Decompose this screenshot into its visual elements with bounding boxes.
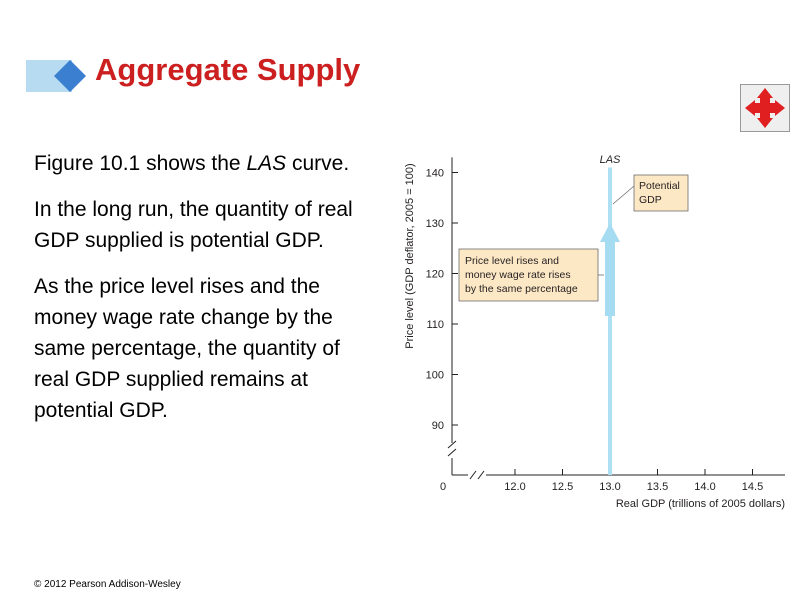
y-tick-label: 110 (426, 319, 444, 331)
x-axis-break (469, 470, 477, 480)
x-tick-label: 14.5 (742, 481, 763, 493)
y-tick-label: 90 (432, 420, 444, 432)
y-tick-label: 120 (426, 269, 444, 281)
y-axis-break (447, 440, 457, 449)
price-level-text: by the same percentage (465, 283, 578, 295)
origin-label: 0 (440, 481, 446, 493)
paragraph-3: As the price level rises and the money w… (34, 275, 340, 422)
x-tick-label: 14.0 (694, 481, 715, 493)
y-tick-label: 130 (426, 218, 444, 230)
copyright-notice: © 2012 Pearson Addison-Wesley (34, 579, 181, 590)
potential-gdp-text: GDP (639, 194, 662, 206)
x-tick-label: 13.5 (647, 481, 668, 493)
slide-body: Figure 10.1 shows the LAS curve. In the … (34, 148, 364, 441)
price-rise-arrow-shaft (605, 241, 615, 316)
x-tick-label: 12.5 (552, 481, 573, 493)
y-axis-break (447, 448, 457, 457)
paragraph-2: In the long run, the quantity of real GD… (34, 198, 353, 252)
x-axis-break (477, 470, 485, 480)
x-tick-label: 13.0 (599, 481, 620, 493)
y-tick-label: 140 (426, 168, 444, 180)
slide-title: Aggregate Supply (95, 52, 361, 87)
move-arrows-icon[interactable] (740, 84, 790, 132)
las-label: LAS (600, 154, 621, 166)
y-axis-title: Price level (GDP deflator, 2005 = 100) (404, 163, 416, 348)
paragraph-1: Figure 10.1 shows the LAS curve. (34, 152, 350, 175)
title-diamond-icon (26, 60, 86, 92)
price-level-text: money wage rate rises (465, 269, 571, 281)
x-tick-label: 12.0 (504, 481, 525, 493)
potential-gdp-text: Potential (639, 180, 680, 192)
potential-gdp-callout (633, 174, 689, 212)
price-level-callout (458, 248, 599, 302)
x-axis-title: Real GDP (trillions of 2005 dollars) (616, 498, 785, 510)
price-rise-arrow-head (600, 223, 620, 242)
price-level-text: Price level rises and (465, 255, 559, 267)
potential-gdp-leader (612, 185, 635, 205)
las-emphasis: LAS (246, 152, 287, 175)
y-tick-label: 100 (426, 370, 444, 382)
